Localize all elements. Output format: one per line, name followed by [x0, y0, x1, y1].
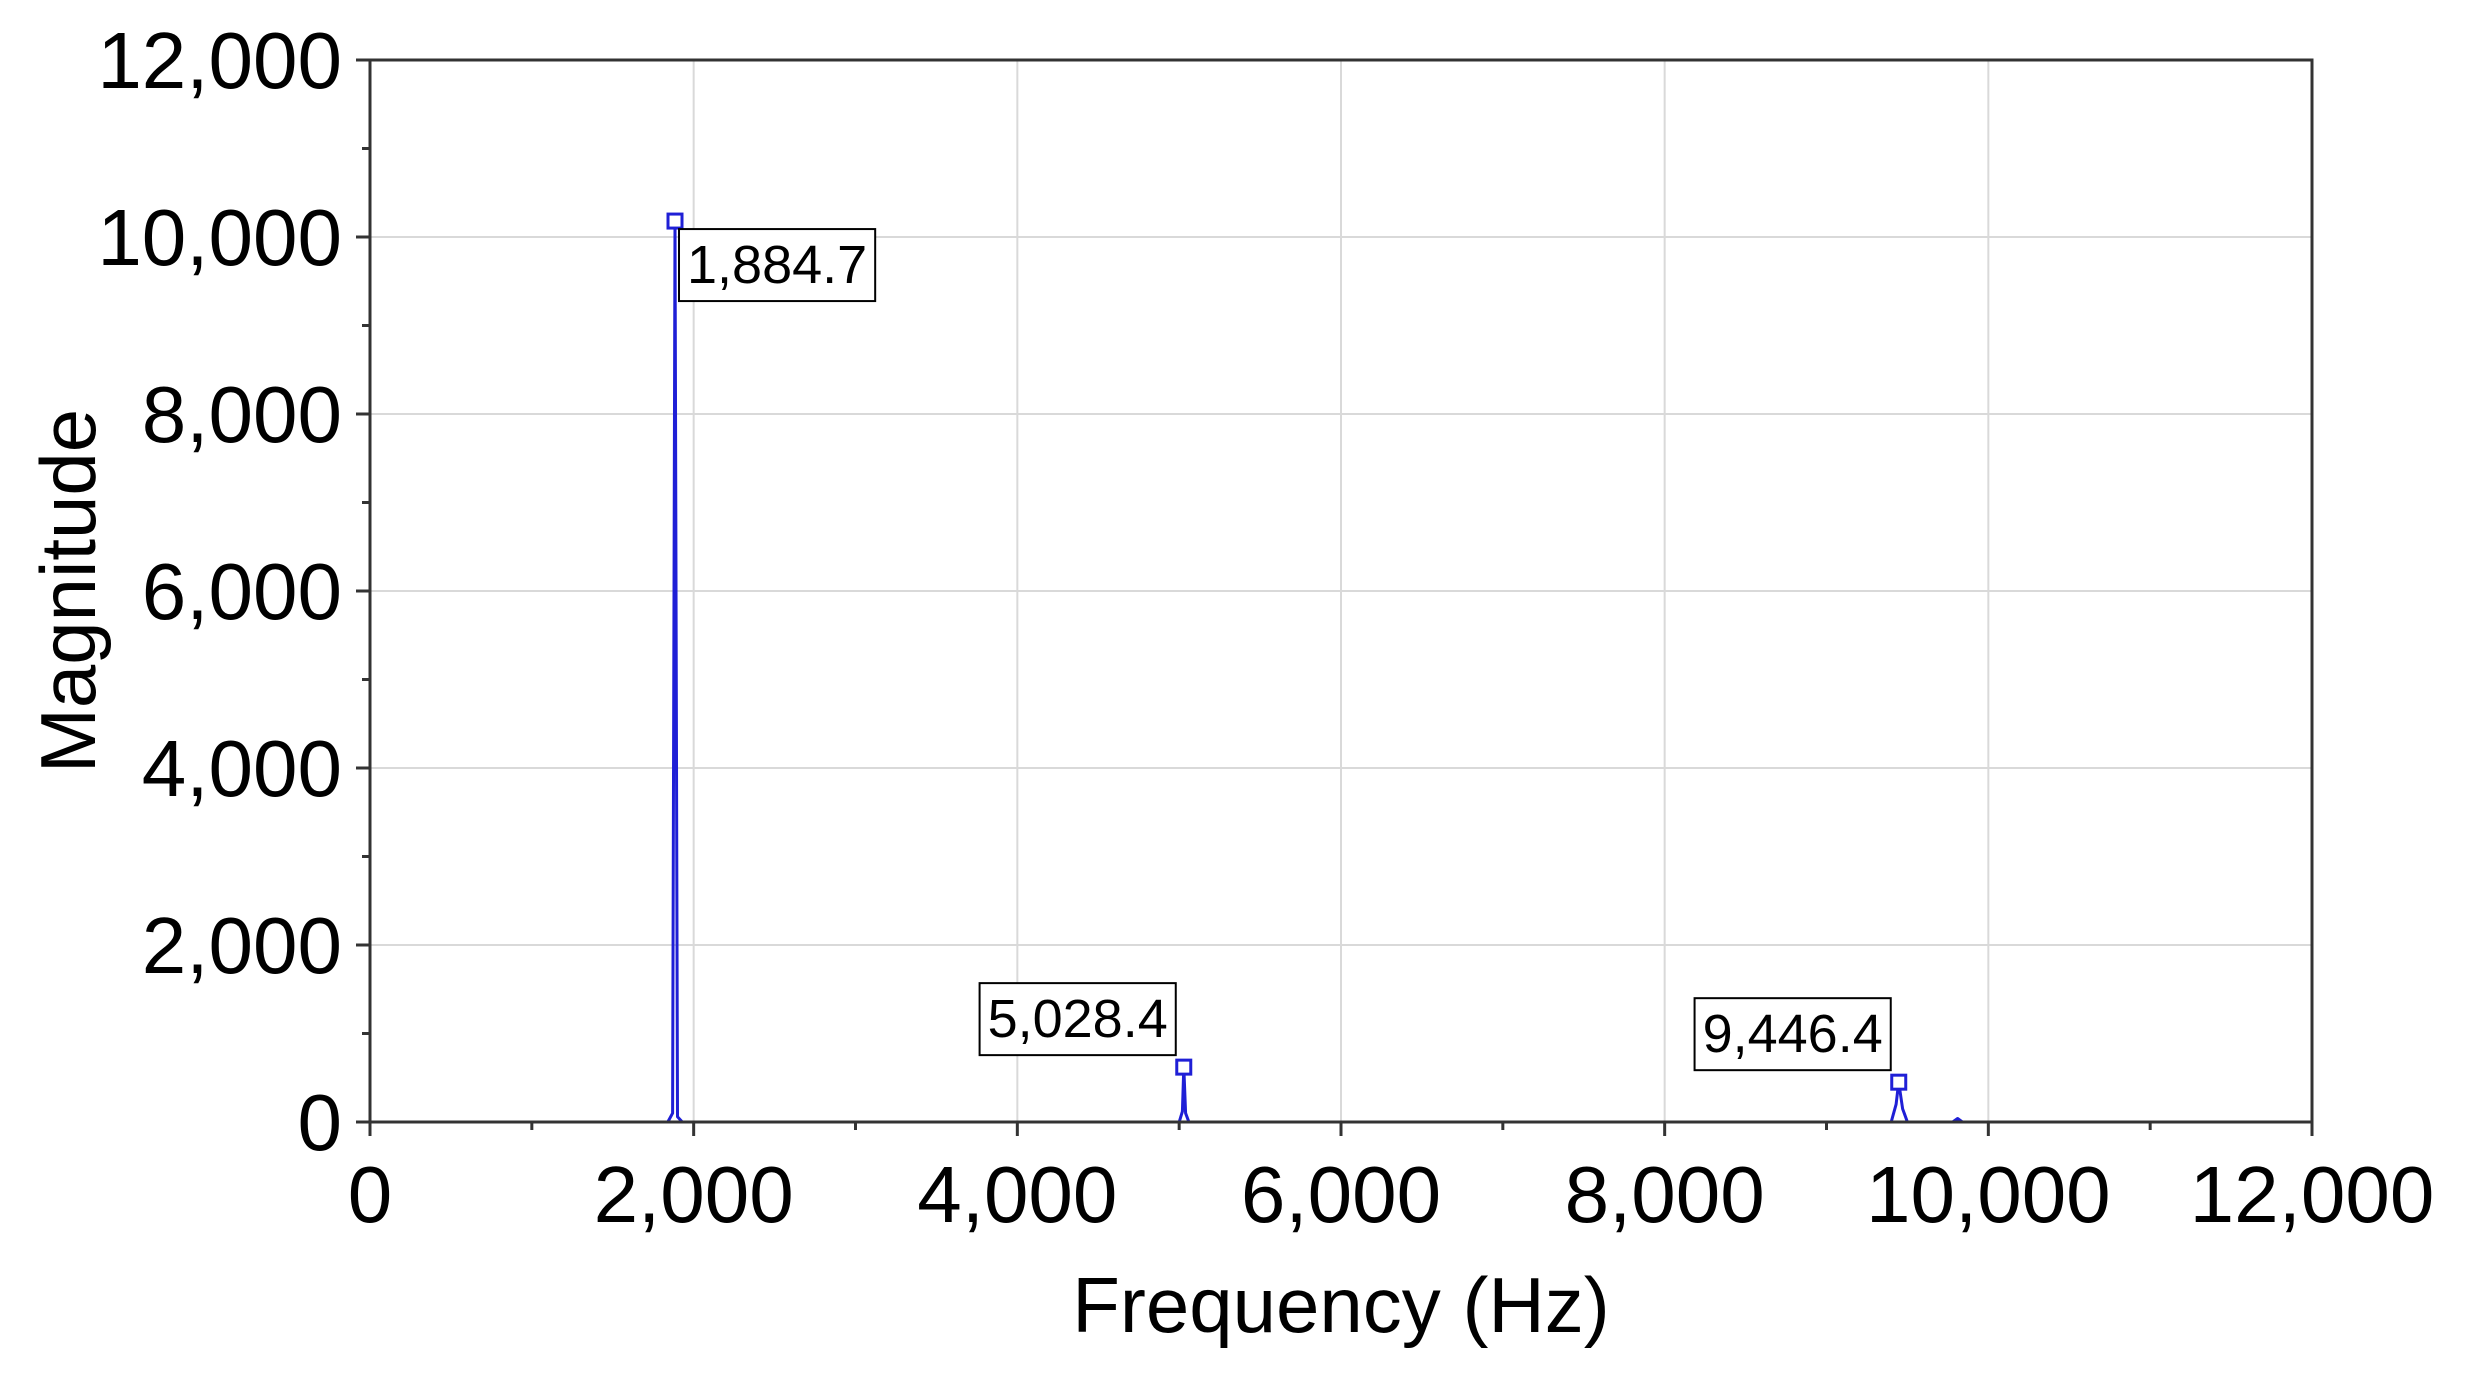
x-tick-label: 8,000 [1565, 1150, 1765, 1239]
y-tick-label: 2,000 [142, 901, 342, 990]
peak-annotations: 1,884.7 5,028.4 9,446.4 [678, 228, 1892, 1072]
y-tick-label: 10,000 [97, 193, 342, 282]
peak-label-box [1693, 997, 1892, 1072]
x-tick-label: 0 [348, 1150, 393, 1239]
peak-label: 9,446.4 [1703, 1004, 1883, 1064]
peak-marker [1890, 1073, 1908, 1091]
peak-label: 5,028.4 [988, 989, 1168, 1049]
peak-marker [666, 212, 684, 230]
x-tick-label: 6,000 [1241, 1150, 1441, 1239]
x-tick-label: 12,000 [2190, 1150, 2435, 1239]
y-axis-title: Magnitude [24, 409, 112, 773]
y-tick-label: 12,000 [97, 16, 342, 105]
y-tick-labels: 0 2,000 4,000 6,000 8,000 10,000 12,000 [97, 16, 342, 1167]
y-tick-label: 8,000 [142, 370, 342, 459]
peak-label-box [678, 228, 877, 303]
peak-marker [1175, 1058, 1193, 1076]
x-axis-title: Frequency (Hz) [1072, 1261, 1609, 1349]
x-tick-label: 4,000 [917, 1150, 1117, 1239]
peak-label: 1,884.7 [687, 235, 867, 295]
x-tick-label: 2,000 [594, 1150, 794, 1239]
grid-lines [370, 60, 2312, 1122]
peak-annotation: 1,884.7 [678, 228, 877, 303]
peak-annotation: 9,446.4 [1693, 997, 1892, 1072]
y-tick-label: 0 [298, 1078, 343, 1167]
x-tick-labels: 0 2,000 4,000 6,000 8,000 10,000 12,000 [348, 1150, 2435, 1239]
y-tick-label: 4,000 [142, 724, 342, 813]
peak-markers [666, 212, 1908, 1091]
x-tick-label: 10,000 [1866, 1150, 2111, 1239]
peak-annotation: 5,028.4 [978, 982, 1177, 1057]
y-tick-label: 6,000 [142, 547, 342, 636]
axis-ticks [356, 58, 2314, 1136]
peak-label-box [978, 982, 1177, 1057]
